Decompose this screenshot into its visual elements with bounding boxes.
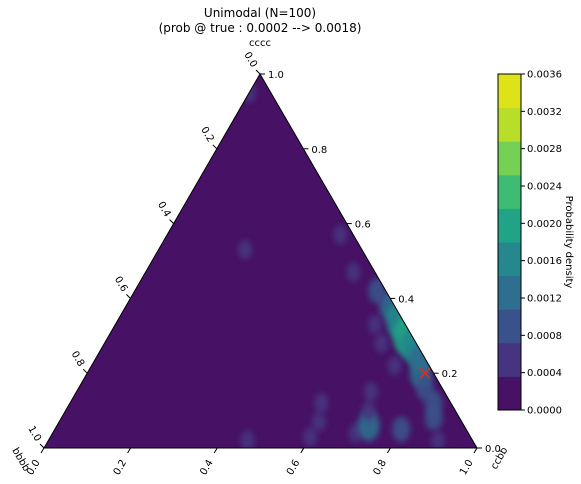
colorbar-tick-label: 0.0008 xyxy=(527,331,562,342)
colorbar-segment xyxy=(498,376,521,411)
tick-label-ccbb: 1.0 xyxy=(458,458,475,477)
density-region xyxy=(303,427,318,447)
tick-label-cccc: 1.0 xyxy=(268,70,284,81)
density-region xyxy=(387,355,402,376)
density-region xyxy=(431,430,445,448)
colorbar-tick-label: 0.0000 xyxy=(527,406,562,417)
tick-label-cccc: 0.6 xyxy=(355,220,371,231)
true-point-marker xyxy=(419,367,431,379)
tick-mark xyxy=(212,144,218,150)
chart-title: Unimodal (N=100) xyxy=(203,6,317,20)
triangle-fill xyxy=(44,74,477,448)
density-region xyxy=(311,412,326,432)
colorbar-tick-label: 0.0016 xyxy=(527,256,562,267)
true-point-x xyxy=(419,367,431,379)
density-region xyxy=(392,416,411,442)
density-region xyxy=(368,278,387,304)
tick-label-cccc: 0.2 xyxy=(442,369,458,380)
triangle-outline xyxy=(43,73,478,449)
density-region xyxy=(314,393,329,413)
tick-label-bbbb: 0.6 xyxy=(112,275,129,294)
chart-subtitle: (prob @ true : 0.0002 --> 0.0018) xyxy=(158,21,362,35)
tick-label-bbbb: 0.2 xyxy=(198,125,215,144)
axis-label-bbbb: bbbb xyxy=(9,446,31,473)
tick-label-cccc: 0.8 xyxy=(311,145,327,156)
density-region xyxy=(333,225,348,245)
density-region xyxy=(346,262,361,283)
colorbar-segment xyxy=(498,275,521,310)
tick-mark xyxy=(169,219,174,224)
tick-label-ccbb: 0.2 xyxy=(112,458,129,477)
colorbar-tick-label: 0.0032 xyxy=(527,107,562,118)
tick-label-cccc: 0.4 xyxy=(398,294,414,305)
tick-label-ccbb: 0.8 xyxy=(372,458,389,477)
density-region xyxy=(424,405,443,431)
tick-mark xyxy=(255,69,261,75)
tick-label-bbbb: 0.0 xyxy=(241,50,258,69)
tick-label-bbbb: 0.8 xyxy=(69,349,86,368)
tick-mark xyxy=(213,447,218,454)
tick-mark xyxy=(126,294,131,299)
density-region xyxy=(361,400,376,421)
tick-mark xyxy=(386,447,391,454)
tick-mark xyxy=(300,447,305,454)
plot-area xyxy=(44,74,477,448)
tick-label-bbbb: 0.4 xyxy=(155,200,172,219)
axis-label-cccc: cccc xyxy=(249,38,271,49)
density-region xyxy=(357,410,380,441)
triangle-frame xyxy=(43,73,478,449)
colorbar-label: Probability density xyxy=(563,196,574,289)
colorbar-tick-label: 0.0028 xyxy=(527,144,562,155)
density-region xyxy=(238,240,253,260)
tick-mark xyxy=(82,368,88,374)
colorbar-tick-label: 0.0036 xyxy=(527,70,562,81)
tick-label-cccc: 0.0 xyxy=(485,444,501,455)
tick-mark xyxy=(40,447,45,454)
tick-label-ccbb: 0.4 xyxy=(198,458,215,477)
colorbar-segment xyxy=(498,107,521,142)
colorbar-segment xyxy=(498,242,521,277)
density-region xyxy=(363,382,378,402)
colorbar-segment xyxy=(498,309,521,344)
colorbar: 0.0000 0.0004 0.0008 0.0012 0.0016 0.0020 0.00… xyxy=(497,70,574,417)
colorbar-segment xyxy=(498,208,521,243)
colorbar-tick-label: 0.0020 xyxy=(527,219,562,230)
tick-mark xyxy=(39,443,45,449)
density-region xyxy=(368,314,383,335)
colorbar-outline xyxy=(497,73,522,411)
tick-label-bbbb: 1.0 xyxy=(25,424,42,443)
colorbar-segment xyxy=(498,141,521,176)
density-region xyxy=(240,430,255,448)
tick-mark xyxy=(473,447,478,454)
tick-mark xyxy=(127,447,132,454)
colorbar-segment xyxy=(498,174,521,209)
density-region xyxy=(374,333,389,354)
colorbar-tick-label: 0.0012 xyxy=(527,294,562,305)
tick-label-ccbb: 0.6 xyxy=(285,458,302,477)
colorbar-segment xyxy=(498,74,521,109)
colorbar-segment xyxy=(498,342,521,377)
colorbar-tick-label: 0.0024 xyxy=(527,182,562,193)
colorbar-tick-label: 0.0004 xyxy=(527,368,562,379)
